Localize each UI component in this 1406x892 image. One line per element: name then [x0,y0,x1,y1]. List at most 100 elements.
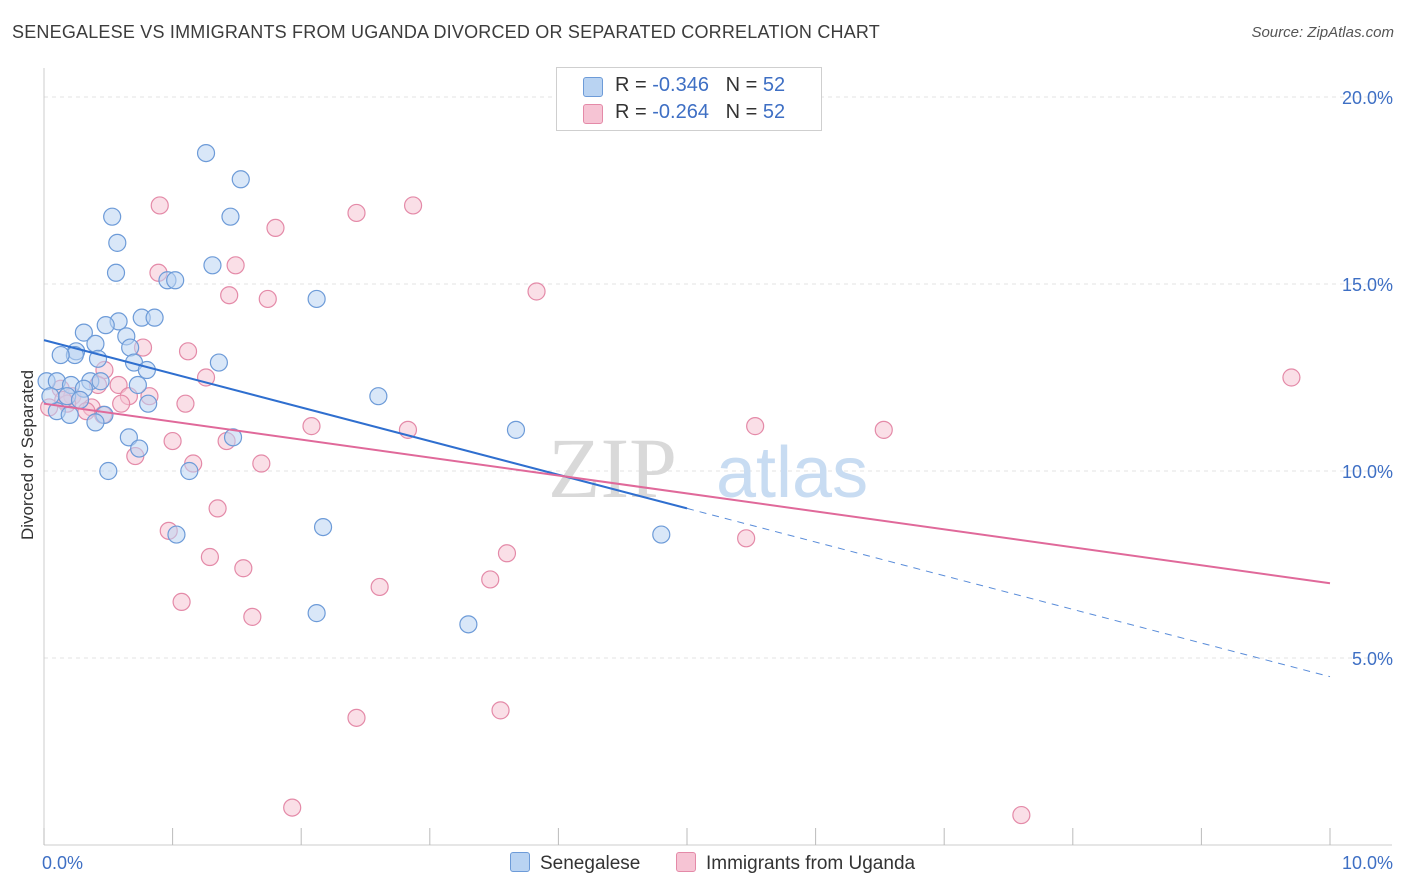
watermark-atlas: atlas [716,433,868,513]
bottom-legend-label: Immigrants from Uganda [706,853,916,874]
uganda-point [112,394,131,413]
legend-n-label: N = [725,101,763,123]
senegalese-point [313,517,333,537]
senegalese-point [145,308,164,327]
senegalese-point [130,439,149,458]
uganda-point [370,577,389,597]
axes [43,68,1392,846]
legend-r-value: -0.264 [652,101,709,123]
y-axis-label: Divorced or Separated [18,370,37,540]
uganda-point [737,529,756,548]
senegalese-point [137,360,156,380]
senegalese-point [86,413,105,432]
uganda-point [258,289,277,309]
senegalese-point [209,353,228,372]
legend-swatch-uganda [583,104,603,124]
uganda-point [234,559,253,578]
senegalese-point [223,428,243,447]
uganda-trend-line [43,402,1331,585]
senegalese-trend-line [43,339,688,510]
senegalese-point [91,372,110,391]
uganda-point [109,375,128,395]
uganda-point [1012,805,1031,825]
senegalese-point [203,256,222,275]
legend-swatch-senegalese [583,77,603,97]
uganda-point [874,420,893,439]
uganda-point [302,417,321,436]
uganda-point [176,394,195,413]
uganda-point [220,286,239,305]
senegalese-point [103,207,122,226]
y-tick-label: 10.0% [1342,462,1393,482]
uganda-point [347,203,366,223]
uganda-point [200,547,219,567]
senegalese-point [70,390,90,410]
bottom-legend-uganda: Immigrants from Uganda [676,852,915,875]
uganda-point [1282,368,1301,387]
series-senegalese-points [37,144,671,634]
senegalese-point [74,323,93,342]
x-tick-label: 10.0% [1342,853,1393,873]
senegalese-point [99,461,118,481]
legend-r-value: -0.346 [652,74,709,96]
y-tick-labels: 5.0% 10.0% 15.0% 20.0% [1342,88,1393,669]
senegalese-point [166,271,185,290]
senegalese-point [108,233,127,252]
uganda-point [497,544,517,563]
legend-n-label: N = [725,74,763,96]
y-tick-label: 5.0% [1352,649,1393,669]
senegalese-point [369,387,388,406]
series-uganda-points [40,196,1301,825]
gridlines [44,96,1392,659]
senegalese-point [459,615,478,634]
senegalese-point [180,461,199,481]
uganda-point [266,218,285,237]
senegalese-point [139,394,158,413]
uganda-point [163,431,182,451]
senegalese-point [231,170,250,189]
bottom-legend-senegalese: Senegalese [510,852,640,875]
senegalese-point [119,428,138,447]
uganda-point [481,570,500,589]
senegalese-point [106,263,126,282]
trend-lines [43,339,1331,678]
senegalese-point [121,338,140,357]
watermark: ZIP atlas [548,420,868,516]
senegalese-point [652,525,671,544]
uganda-point [403,196,423,215]
uganda-point [150,196,169,215]
legend-r-label: R = [615,101,653,123]
x-tick-label: 0.0% [42,853,83,873]
bottom-legend-swatch-uganda [676,852,696,872]
uganda-point [172,592,191,612]
uganda-point [243,607,262,626]
correlation-legend: R = -0.346 N = 52 R = -0.264 N = 52 [556,67,822,131]
y-tick-label: 20.0% [1342,88,1393,108]
senegalese-point [41,387,60,406]
uganda-point [178,342,198,361]
senegalese-point [196,144,216,163]
senegalese-point [307,289,326,309]
senegalese-point [86,334,105,353]
uganda-point [208,499,227,518]
senegalese-trend-extension [686,507,1331,678]
legend-n-value: 52 [762,74,786,96]
uganda-point [746,417,765,436]
source-label: Source: ZipAtlas.com [1251,24,1394,41]
senegalese-point [128,375,147,395]
bottom-legend-label: Senegalese [540,853,641,874]
uganda-point [491,701,510,720]
chart-title: SENEGALESE VS IMMIGRANTS FROM UGANDA DIV… [12,22,880,42]
uganda-point [527,282,546,301]
y-tick-label: 15.0% [1342,275,1393,295]
legend-r-label: R = [615,74,653,96]
senegalese-point [167,525,186,544]
uganda-point [226,256,245,275]
uganda-point [283,798,302,817]
uganda-point [252,454,271,473]
senegalese-point [51,345,70,365]
bottom-legend-swatch-senegalese [510,852,530,872]
senegalese-point [307,604,326,623]
legend-n-value: 52 [762,101,786,123]
